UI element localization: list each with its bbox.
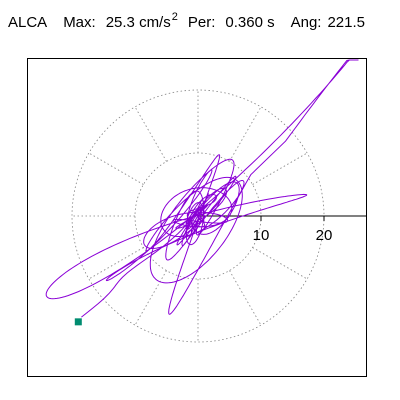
end-marker <box>74 318 82 326</box>
ring-tick-label-20: 20 <box>316 227 333 244</box>
grid-spoke-240 <box>134 270 167 326</box>
grid-spoke-60 <box>229 106 262 162</box>
grid-spoke-30 <box>252 152 308 185</box>
motion-trace <box>45 59 359 318</box>
grid-spoke-150 <box>88 152 144 185</box>
max-value: 25.3 cm/s <box>105 14 171 31</box>
angle-label: Ang: <box>290 14 322 31</box>
period-value: 0.360 s <box>225 14 275 31</box>
period-label: Per: <box>187 14 216 31</box>
station-name: ALCA <box>8 14 48 31</box>
max-exponent: 2 <box>171 11 178 23</box>
max-label: Max: <box>63 14 96 31</box>
ring-tick-label-10: 10 <box>253 227 270 244</box>
plot-header: ALCA Max: 25.3 cm/s2 Per: 0.360 s Ang: 221.5 <box>8 11 365 33</box>
ring-tick-labels: 10 20 <box>253 216 333 244</box>
grid-spoke-120 <box>134 106 167 162</box>
grid-spoke-330 <box>252 247 308 280</box>
plot-frame <box>27 58 367 377</box>
grid-spoke-210 <box>88 247 144 280</box>
angle-value: 221.5 <box>327 14 365 31</box>
grid-spoke-300 <box>229 270 262 326</box>
